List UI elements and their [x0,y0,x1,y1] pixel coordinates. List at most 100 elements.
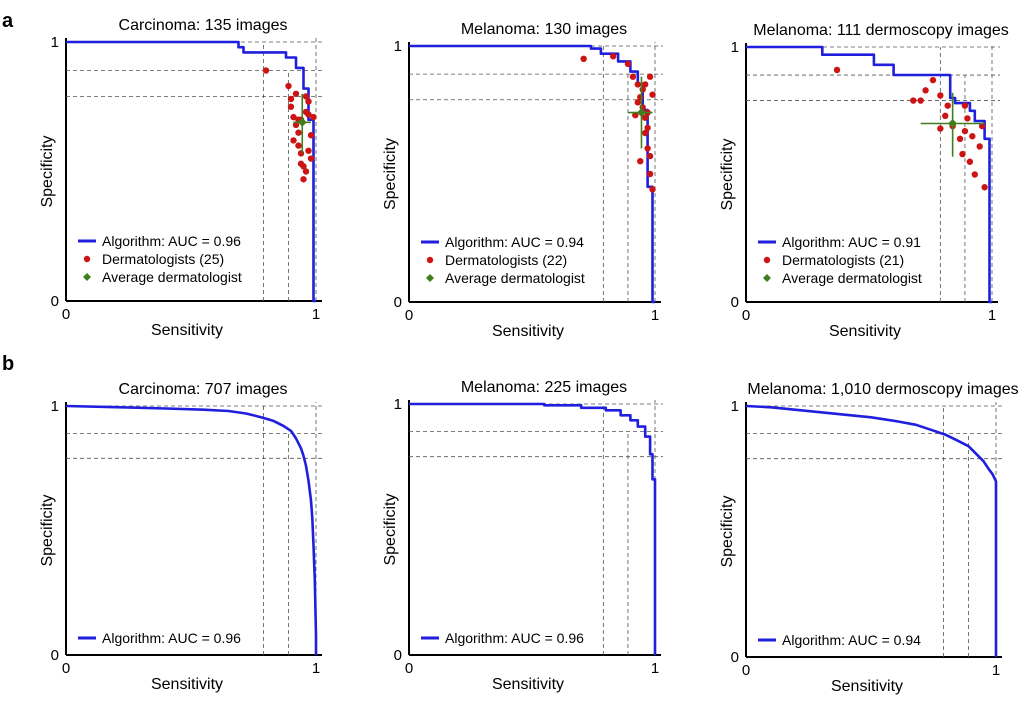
dermatologist-point [944,102,951,109]
dermatologist-point [942,112,949,120]
dermatologist-point [966,158,974,165]
dermatologist-point [632,111,639,119]
dermatologist-point [290,137,297,144]
x-tick-label: 0 [62,660,70,677]
y-tick-label: 0 [51,647,59,664]
algorithm-roc-curve [66,40,316,303]
dermatologist-point [290,113,297,121]
y-axis-label: Specificity [39,135,56,207]
legend-dermatologist-label: Dermatologists (21) [782,252,904,268]
x-tick-label: 1 [651,660,659,677]
roc-chart-3: 0 1 0 1 Melanoma: 111 dermoscopy images Sensi… [719,22,1009,340]
x-tick-label: 1 [651,307,659,324]
dermatologist-point [292,121,300,129]
dermatologist-point [937,125,944,132]
dermatologist-point [609,53,617,60]
legend-algorithm-label: Algorithm: AUC = 0.91 [782,234,921,250]
dermatologist-point [956,135,964,142]
legend-dermatologist-label: Dermatologists (25) [102,251,224,267]
dermatologist-point [580,55,587,62]
legend-algorithm-label: Algorithm: AUC = 0.96 [445,630,584,646]
chart-title: Melanoma: 130 images [461,21,627,38]
dermatologist-point [297,150,305,157]
x-tick-label: 0 [405,307,413,324]
dermatologist-point [833,66,841,74]
y-axis-label: Specificity [382,493,399,565]
legend-dermatologist-label: Dermatologists (22) [445,252,567,268]
y-tick-label: 0 [731,294,739,311]
legend-average-swatch [83,273,91,281]
dermatologist-point [964,115,971,122]
legend-algorithm-label: Algorithm: AUC = 0.94 [782,632,921,648]
dermatologist-point [646,170,654,178]
y-tick-label: 1 [51,398,59,415]
algorithm-roc-curve [409,402,657,655]
dermatologist-point [302,168,310,175]
y-tick-label: 1 [51,34,59,51]
dermatologist-point [305,98,312,105]
dermatologist-point [649,186,656,193]
dermatologist-point [959,150,966,158]
algorithm-roc-curve [746,45,992,304]
legend-dermatologist-swatch [426,256,434,264]
legend-average-swatch [426,274,434,282]
x-axis-label: Sensitivity [492,676,564,693]
y-tick-label: 1 [394,396,402,413]
dermatologist-point [644,145,651,152]
y-tick-label: 1 [394,38,402,55]
dermatologist-point [978,122,986,130]
chart-title: Melanoma: 225 images [461,379,627,396]
x-tick-label: 0 [742,307,750,324]
chart-title: Melanoma: 1,010 dermoscopy images [747,381,1018,398]
y-axis-label: Specificity [382,138,399,210]
dermatologist-point [310,113,317,121]
legend-dermatologist-swatch [763,256,771,264]
y-axis-label: Specificity [39,494,56,566]
algorithm-roc-curve [409,44,655,304]
y-tick-label: 0 [51,293,59,310]
dermatologist-point [641,81,649,88]
x-axis-label: Sensitivity [151,676,223,693]
x-tick-label: 1 [988,307,996,324]
y-tick-label: 1 [731,39,739,56]
chart-title: Melanoma: 111 dermoscopy images [753,22,1009,39]
dermatologist-point [307,155,315,162]
x-tick-label: 1 [992,662,1000,679]
dermatologist-point [961,102,969,109]
dermatologist-point [646,73,654,80]
y-axis-label: Specificity [719,495,736,567]
dermatologist-point [922,87,929,94]
y-tick-label: 1 [731,398,739,415]
dermatologist-point [646,152,654,160]
dermatologist-point [285,82,292,90]
panel-letter-a: a [2,10,14,32]
dermatologist-point [971,171,978,178]
legend-average-label: Average dermatologist [445,270,585,286]
dermatologist-point [961,127,969,135]
x-tick-label: 1 [312,306,320,323]
dermatologist-point [910,97,917,104]
panel-letter-b: b [2,353,14,375]
dermatologist-point [295,129,302,136]
dermatologist-point [287,103,295,110]
y-axis-label: Specificity [719,138,736,210]
dermatologist-point [937,92,944,99]
dermatologist-point [262,67,270,74]
dermatologist-point [976,143,983,150]
x-axis-label: Sensitivity [151,322,223,339]
roc-chart-2: 0 1 0 1 Melanoma: 130 images Sensitivity Speci… [382,21,663,340]
dermatologist-point [634,99,641,106]
dermatologist-point [634,81,641,88]
dermatologist-point [300,163,307,170]
legend-average-swatch [763,274,771,282]
dermatologist-point [929,76,937,84]
roc-chart-1: 0 1 0 1 Carcinoma: 135 images Sensitivity Spec… [39,17,324,339]
dermatologist-point [649,91,656,98]
dermatologist-point [307,132,315,139]
dermatologist-point [639,86,646,93]
legend-algorithm-label: Algorithm: AUC = 0.94 [445,234,584,250]
dermatologist-point [641,114,649,121]
x-tick-label: 1 [312,660,320,677]
dermatologist-point [295,142,302,149]
